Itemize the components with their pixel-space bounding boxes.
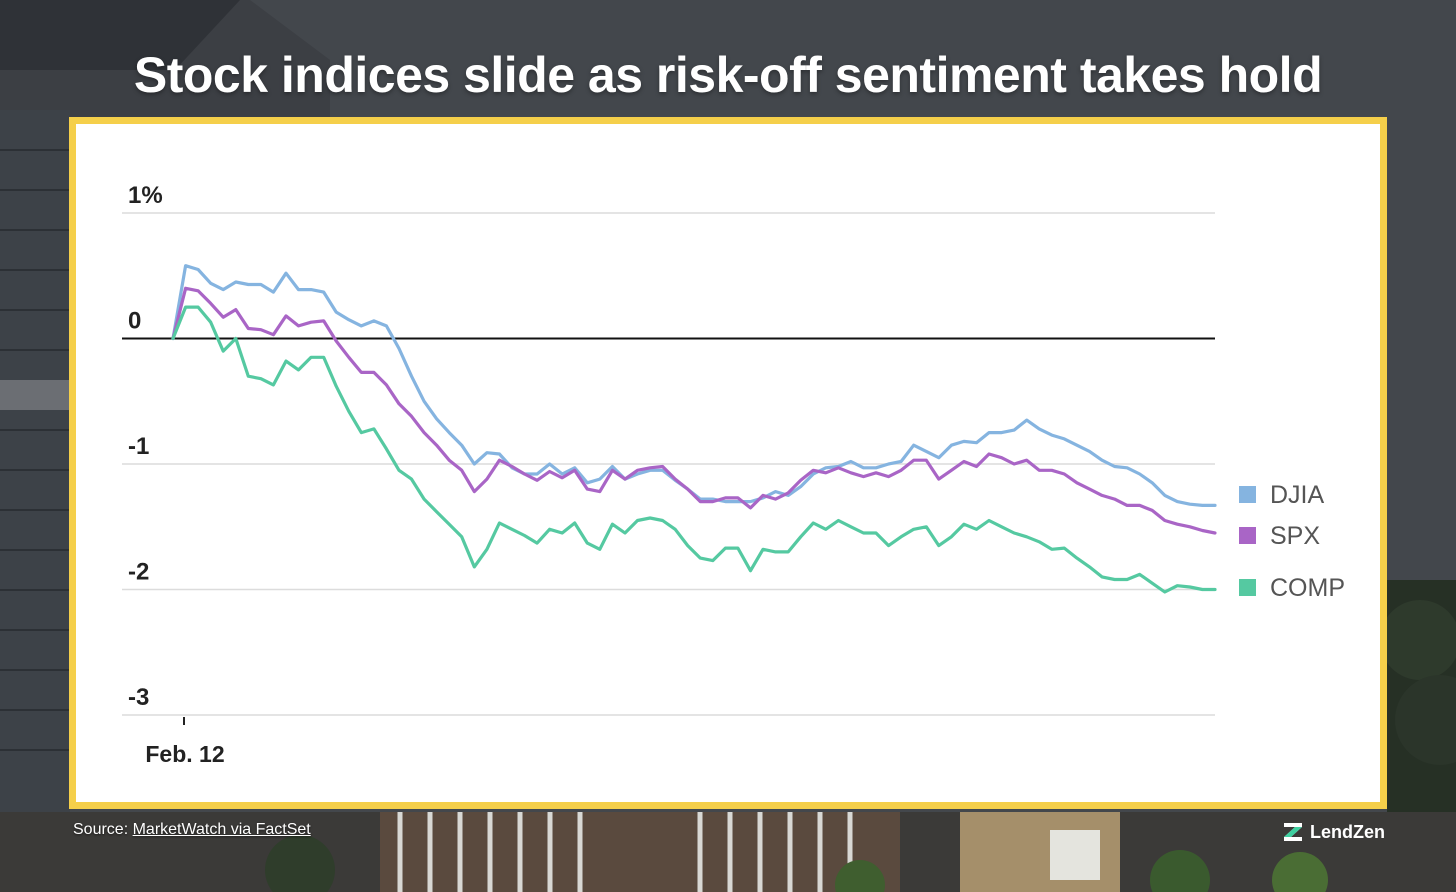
y-tick-label: -2	[128, 559, 149, 586]
y-tick-label: -3	[128, 684, 149, 711]
series-line-djia	[171, 264, 1217, 507]
legend-swatch-djia	[1239, 486, 1256, 503]
legend-label-djia: DJIA	[1270, 481, 1325, 509]
y-tick-label: 0	[128, 308, 141, 335]
y-tick-label: 1%	[128, 182, 163, 209]
series-line-comp	[171, 305, 1217, 594]
series-lines	[171, 264, 1217, 594]
chart-frame: 1% 0 -1 -2 -3 Feb. 12 DJIA SPX COMP	[69, 117, 1387, 809]
source-prefix: Source:	[73, 821, 133, 838]
source-link[interactable]: MarketWatch via FactSet	[132, 821, 311, 838]
source-note: Source: MarketWatch via FactSet	[73, 821, 311, 839]
line-chart: 1% 0 -1 -2 -3 Feb. 12 DJIA SPX COMP	[122, 182, 1345, 767]
legend-swatch-spx	[1239, 527, 1256, 544]
y-tick-label: -1	[128, 433, 149, 460]
legend-label-comp: COMP	[1270, 574, 1345, 602]
x-tick-label: Feb. 12	[145, 741, 224, 767]
gridlines	[122, 212, 1215, 716]
series-line-spx	[171, 286, 1217, 535]
legend-label-spx: SPX	[1270, 522, 1320, 550]
page-title: Stock indices slide as risk-off sentimen…	[133, 47, 1323, 103]
legend-swatch-comp	[1239, 579, 1256, 596]
brand-name: LendZen	[1310, 821, 1385, 842]
lendzen-logo-icon	[1284, 823, 1302, 841]
y-axis-ticks: 1% 0 -1 -2 -3	[128, 182, 163, 711]
legend: DJIA SPX COMP	[1239, 481, 1345, 602]
brand-logo: LendZen	[1282, 818, 1385, 846]
x-axis: Feb. 12	[145, 717, 225, 767]
